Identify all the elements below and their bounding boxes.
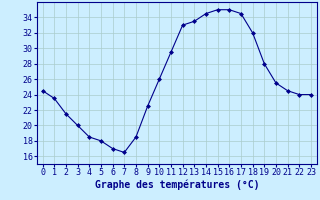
X-axis label: Graphe des températures (°C): Graphe des températures (°C)	[94, 180, 259, 190]
